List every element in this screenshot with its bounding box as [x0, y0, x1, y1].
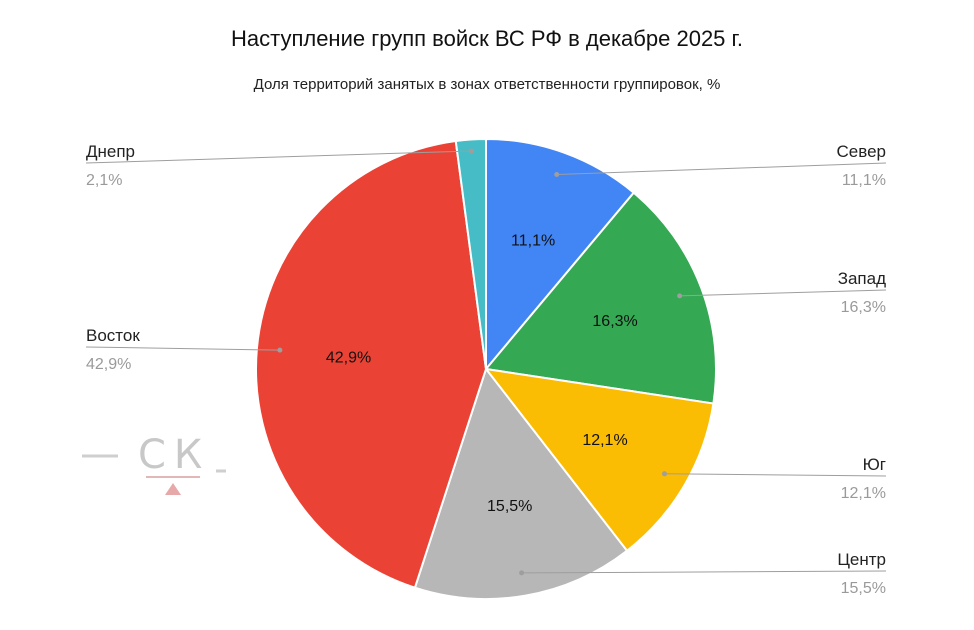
- category-labels: Север 11,1% Запад 16,3% Юг 12,1% Центр 15,5% Вос…: [86, 142, 886, 597]
- watermark-text: СК: [138, 432, 210, 478]
- leader-line: [521, 570, 887, 574]
- category-name: Центр: [837, 550, 886, 569]
- pie-slice-5: [255, 139, 488, 590]
- category-value: 11,1%: [842, 172, 886, 189]
- watermark-logo: СК: [82, 432, 226, 495]
- leader-line: [556, 162, 887, 175]
- leader-dot: [554, 171, 560, 177]
- leader-line: [664, 473, 887, 477]
- pie-slice-2: [484, 191, 717, 405]
- slice-value-label: 42,9%: [326, 349, 371, 366]
- category-value: 12,1%: [841, 485, 886, 502]
- category-name: Север: [837, 142, 886, 161]
- slice-value-label: 16,3%: [592, 313, 637, 330]
- category-value: 15,5%: [841, 580, 886, 597]
- leader-line: [85, 150, 472, 164]
- leader-dot: [469, 148, 475, 154]
- category-name: Днепр: [86, 142, 135, 161]
- leader-dot: [277, 347, 283, 353]
- leader-dot: [662, 471, 668, 477]
- pie-slices: [255, 137, 717, 600]
- chart-title: Наступление групп войск ВС РФ в декабре …: [231, 26, 743, 51]
- leader-line: [85, 346, 280, 351]
- slice-value-label: 12,1%: [582, 432, 627, 449]
- leader-dot: [677, 293, 683, 299]
- slice-labels: 11,1% 16,3% 12,1% 15,5% 42,9%: [326, 232, 638, 515]
- category-name: Восток: [86, 326, 140, 345]
- leader-line: [679, 289, 887, 297]
- slice-value-label: 15,5%: [487, 498, 532, 515]
- category-name: Юг: [863, 455, 886, 474]
- leader-lines: [85, 148, 887, 576]
- category-value: 2,1%: [86, 172, 122, 189]
- chart-subtitle: Доля территорий занятых в зонах ответств…: [253, 76, 721, 93]
- leader-dot: [519, 570, 525, 576]
- pie-slice-3: [483, 367, 715, 553]
- category-name: Запад: [838, 269, 886, 288]
- category-value: 42,9%: [86, 356, 131, 373]
- slice-value-label: 11,1%: [511, 232, 555, 249]
- pie-slice-1: [485, 137, 636, 372]
- category-value: 16,3%: [841, 299, 886, 316]
- pie-slice-6: [454, 137, 487, 370]
